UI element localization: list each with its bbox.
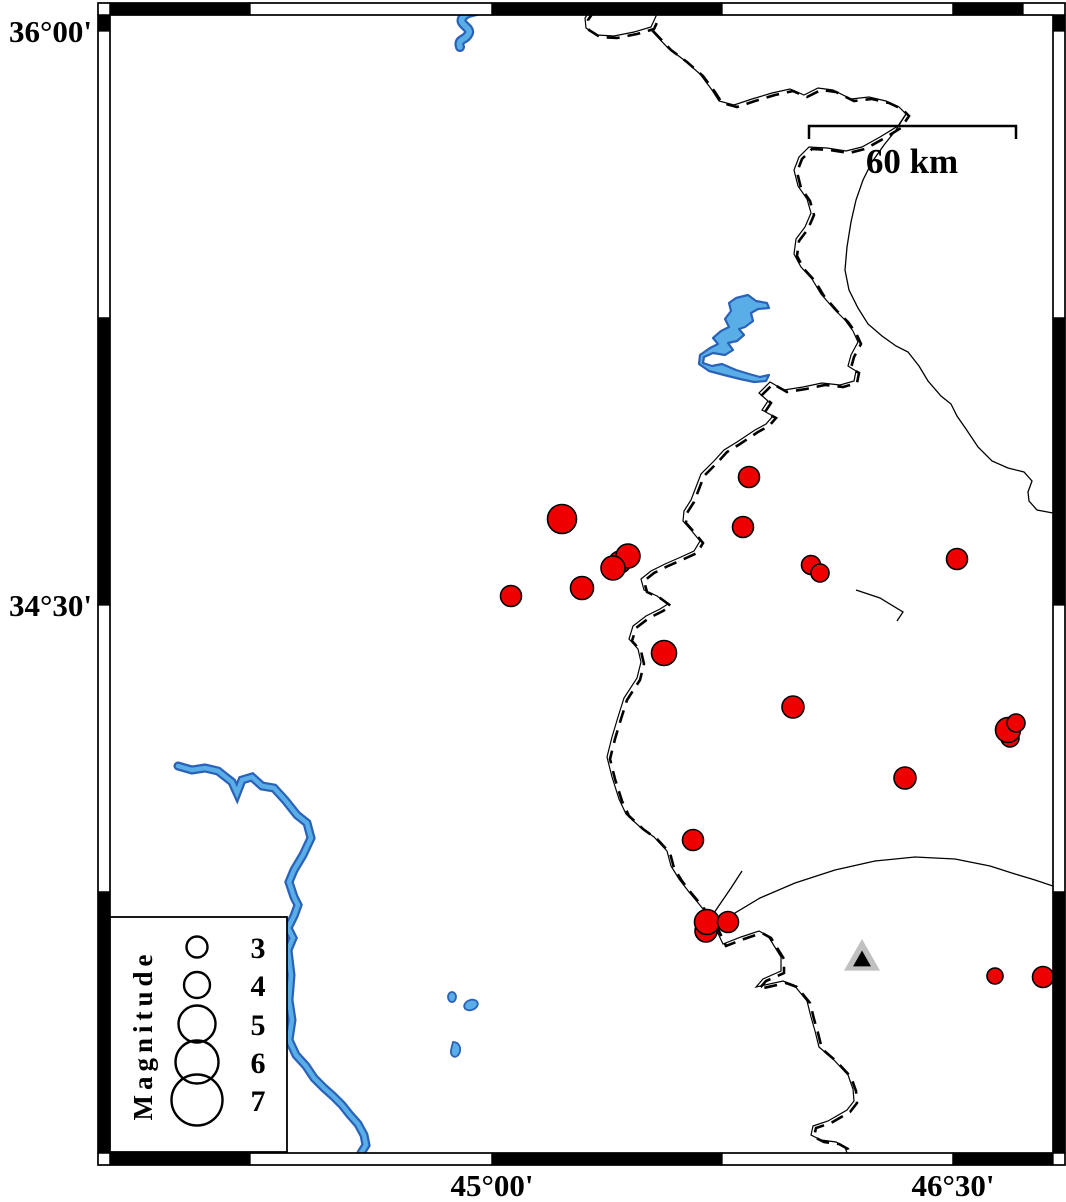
earthquake-marker xyxy=(945,547,969,571)
earthquake-marker xyxy=(986,967,1004,985)
ponds xyxy=(447,991,479,1058)
legend-box xyxy=(109,916,288,1153)
legend-circles xyxy=(170,935,224,1127)
scale-bar-bracket xyxy=(807,124,1018,139)
boundary-main-solid xyxy=(606,28,907,1153)
earthquake-marker xyxy=(893,766,917,790)
earthquake-marker xyxy=(499,584,523,608)
station-triangle-inner xyxy=(853,950,871,967)
earthquake-marker xyxy=(731,515,755,539)
river-top xyxy=(454,15,481,52)
station-layer xyxy=(844,938,880,971)
road-southeast xyxy=(705,856,1053,936)
earthquake-marker xyxy=(600,555,626,581)
legend-size-circle xyxy=(182,970,212,1000)
road-layer xyxy=(703,113,1053,936)
road-northeast xyxy=(844,113,1053,514)
legend-label-7: 7 xyxy=(251,1085,266,1118)
map-frame xyxy=(97,2,1066,1166)
earthquake-marker xyxy=(1006,713,1026,733)
earthquake-marker xyxy=(681,828,705,852)
earthquake-marker xyxy=(1031,965,1053,989)
earthquake-marker xyxy=(569,575,595,601)
lat-label-34-30: 34°30' xyxy=(9,588,92,623)
earthquake-marker xyxy=(737,465,761,489)
earthquake-marker xyxy=(781,695,805,719)
road-fragment-east xyxy=(855,589,904,622)
scale-bar-label: 60 km xyxy=(866,142,958,181)
lon-label-46-30: 46°30' xyxy=(911,1168,994,1202)
earthquake-layer xyxy=(499,465,1053,989)
lat-label-36-00: 36°00' xyxy=(9,14,92,49)
legend-title: Magnitude xyxy=(128,949,158,1120)
scale-bar: 60 km xyxy=(807,124,1018,181)
lon-label-45-00: 45°00' xyxy=(450,1168,533,1202)
boundary-main-dashed xyxy=(608,30,911,1153)
lake xyxy=(697,293,771,384)
legend-size-circle xyxy=(177,1004,217,1044)
legend-label-4: 4 xyxy=(251,970,266,1003)
legend-label-5: 5 xyxy=(251,1009,266,1042)
axis-labels: 36°00' 34°30' 45°00' 46°30' xyxy=(9,14,995,1202)
earthquake-marker xyxy=(716,910,740,934)
legend-size-circle xyxy=(170,1073,224,1127)
map-content xyxy=(173,15,1053,1153)
legend-labels: 3 4 5 6 7 xyxy=(251,932,266,1118)
river-layer xyxy=(173,15,771,1153)
legend-size-circle xyxy=(185,935,209,959)
earthquake-marker xyxy=(693,908,721,936)
boundary-layer xyxy=(584,15,911,1153)
earthquake-marker xyxy=(810,563,830,583)
legend-label-3: 3 xyxy=(251,932,266,965)
earthquake-marker xyxy=(546,503,578,535)
river-left xyxy=(173,761,371,1153)
earthquake-marker xyxy=(650,639,678,667)
legend-size-circle xyxy=(174,1039,220,1085)
legend-label-6: 6 xyxy=(251,1047,266,1080)
magnitude-legend: Magnitude 3 4 5 6 7 xyxy=(109,916,288,1153)
